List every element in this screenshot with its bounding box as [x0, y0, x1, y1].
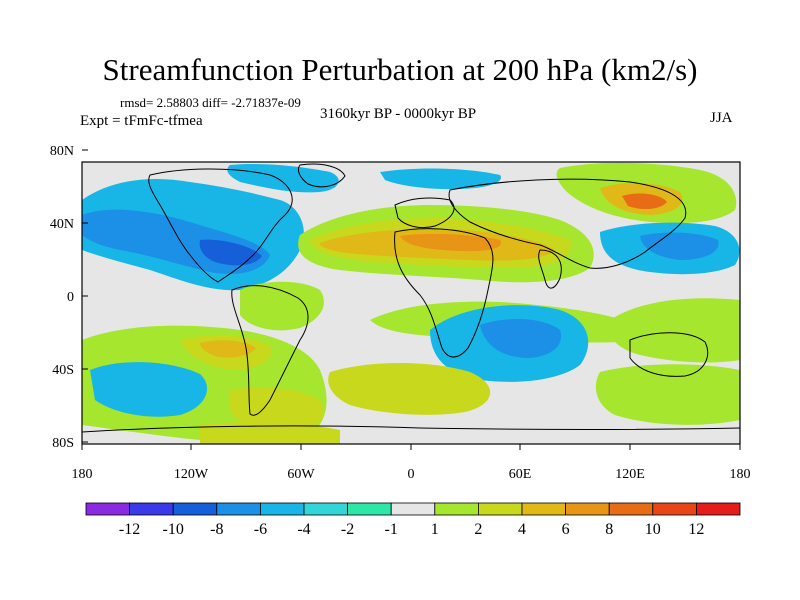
colorbar-label: -12 [119, 521, 140, 538]
coast-north-america [148, 168, 293, 283]
contour-pos-trop-am [240, 281, 324, 331]
contour-neg-np2 [640, 232, 719, 260]
colorbar-swatch [129, 502, 174, 516]
axis-ticks [81, 149, 741, 450]
colorbar-label: -6 [254, 521, 267, 538]
coast-asia [448, 178, 687, 269]
colorbar-swatch [216, 502, 261, 516]
contour-pos-satl [328, 363, 491, 415]
contour-pos-saus [595, 364, 740, 425]
lon-label: 180 [72, 467, 93, 482]
contour-pos-antarctic [200, 422, 340, 444]
lon-label: 120W [174, 467, 209, 482]
lon-label: 120E [615, 467, 645, 482]
lat-label: 80N [50, 144, 74, 159]
colorbar-swatch [172, 502, 218, 516]
colorbar-swatch [608, 502, 654, 516]
lat-label: 80S [52, 436, 74, 451]
colorbar-label: 6 [562, 521, 570, 538]
lon-label: 0 [408, 467, 415, 482]
experiment-label: Expt = tFmFc-tfmea [80, 113, 203, 129]
colorbar-swatch [696, 502, 741, 516]
colorbar-swatch [434, 502, 479, 516]
colorbar-label: 10 [645, 521, 661, 538]
lat-label: 40N [50, 217, 74, 232]
coast-south-america [231, 285, 309, 416]
contour-neg-sp [90, 362, 208, 417]
lon-label: 60W [287, 467, 315, 482]
colorbar-swatch [477, 502, 523, 516]
rmsd-stats: rmsd= 2.58803 diff= -2.71837e-09 [120, 95, 301, 110]
coast-greenland [297, 163, 346, 188]
colorbar-label: -2 [341, 521, 354, 538]
colorbar-label: 1 [431, 521, 439, 538]
contour-pos-sp3 [200, 340, 256, 358]
colorbar-swatch [85, 502, 130, 516]
colorbar-swatch [521, 502, 566, 516]
map-title: Streamfunction Perturbation at 200 hPa (… [102, 52, 698, 87]
colorbar-swatch [390, 502, 436, 516]
coast-africa [394, 228, 494, 358]
colorbar-label: 4 [518, 521, 526, 538]
contour-neg-sio2 [480, 318, 562, 358]
coast-antarctica [82, 425, 740, 433]
colorbar-swatch [652, 502, 697, 516]
contour-neg-na3 [199, 239, 262, 266]
lon-labels: 180 120W 60W 0 60E 120E 180 [72, 467, 751, 482]
coastlines [82, 163, 740, 433]
lon-label: 180 [730, 467, 751, 482]
colorbar: -12 -10 -8 -6 -4 -2 -1 1 2 4 6 8 10 12 [85, 502, 741, 538]
contour-neg-arctic2 [380, 168, 501, 190]
colorbar-label: -4 [297, 521, 310, 538]
colorbar-label: -8 [210, 521, 223, 538]
contour-fields [82, 162, 740, 444]
colorbar-label: -1 [385, 521, 398, 538]
lat-labels: 80N 40N 0 40S 80S [50, 144, 74, 451]
colorbar-swatch [259, 502, 305, 516]
lat-label: 0 [67, 290, 74, 305]
colorbar-swatch [303, 502, 348, 516]
lon-label: 60E [509, 467, 532, 482]
coast-europe [394, 197, 455, 229]
season-label: JJA [710, 110, 733, 126]
contour-pos-band4 [400, 233, 501, 252]
colorbar-label: -10 [163, 521, 184, 538]
colorbar-label: 2 [474, 521, 482, 538]
colorbar-label: 8 [605, 521, 613, 538]
coast-australia [629, 332, 709, 377]
colorbar-swatch [565, 502, 610, 516]
coast-india [538, 249, 562, 289]
colorbar-swatch [347, 502, 392, 516]
contour-pos-asia3 [622, 193, 667, 210]
period-label: 3160kyr BP - 0000kyr BP [320, 106, 477, 122]
lat-label: 40S [52, 363, 74, 378]
colorbar-label: 12 [688, 521, 704, 538]
